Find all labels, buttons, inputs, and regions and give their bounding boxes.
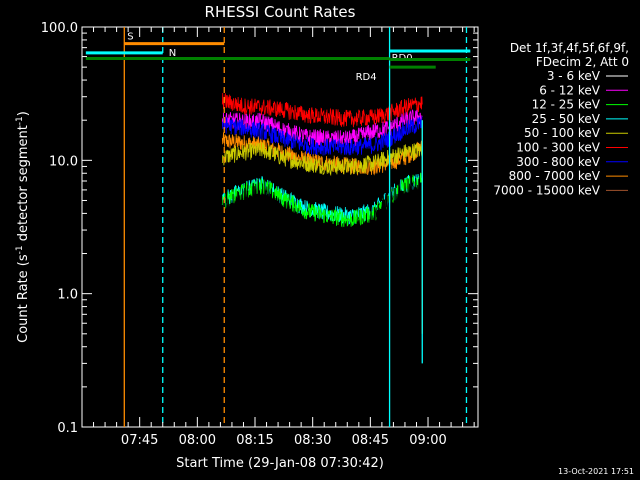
marker-layer	[123, 27, 468, 427]
legend-label-6: 300 - 800 keV	[516, 155, 600, 169]
bar-label-0: S	[127, 32, 133, 43]
legend-label-4: 50 - 100 keV	[524, 126, 601, 140]
y-axis-label-main: Count Rate (s	[16, 254, 31, 343]
y-tick-label-0: 100.0	[41, 21, 78, 36]
y-axis-label-sup1: -1	[15, 245, 25, 254]
svg-text:Count Rate (s-1 detector segme: Count Rate (s-1 detector segment-1)	[15, 111, 31, 343]
y-axis-label-mid: detector segment	[16, 125, 31, 245]
bar-layer: SNRD0RD4	[85, 32, 471, 83]
x-tick-label-0: 07:45	[121, 433, 158, 448]
legend-header-2: FDecim 2, Att 0	[536, 55, 629, 69]
x-axis-label: Start Time (29-Jan-08 07:30:42)	[176, 456, 384, 471]
tick-layer: 07:45 08:00 08:15 08:30 08:45 09:00 100.0 10.0 1…	[41, 21, 478, 448]
x-tick-label-1: 08:00	[179, 433, 216, 448]
legend-header-1: Det 1f,3f,4f,5f,6f,9f,	[510, 41, 629, 55]
y-tick-label-1: 10.0	[49, 154, 78, 169]
x-tick-label-5: 09:00	[409, 433, 446, 448]
y-tick-label-2: 1.0	[57, 288, 78, 303]
bar-label-1: N	[169, 48, 176, 59]
legend-label-7: 800 - 7000 keV	[509, 169, 601, 183]
footer-timestamp: 13-Oct-2021 17:51	[558, 467, 634, 476]
y-axis-label: Count Rate (s-1 detector segment-1)	[15, 111, 31, 343]
legend-label-5: 100 - 300 keV	[516, 141, 600, 155]
legend-label-1: 6 - 12 keV	[539, 83, 601, 97]
legend-label-8: 7000 - 15000 keV	[493, 183, 600, 197]
chart-title: RHESSI Count Rates	[205, 3, 356, 21]
y-axis-label-sup2: -1	[15, 116, 25, 125]
plot-frame	[81, 26, 479, 428]
y-tick-label-3: 0.1	[57, 421, 78, 436]
legend-label-2: 12 - 25 keV	[532, 98, 601, 112]
x-tick-label-2: 08:15	[236, 433, 273, 448]
x-tick-label-3: 08:30	[294, 433, 331, 448]
x-tick-label-4: 08:45	[352, 433, 389, 448]
y-axis-label-end: )	[16, 111, 31, 116]
legend-label-0: 3 - 6 keV	[547, 69, 601, 83]
legend-label-3: 25 - 50 keV	[532, 112, 601, 126]
legend: Det 1f,3f,4f,5f,6f,9f, FDecim 2, Att 0 3…	[493, 41, 629, 197]
bar-label-5: RD4	[356, 72, 377, 83]
